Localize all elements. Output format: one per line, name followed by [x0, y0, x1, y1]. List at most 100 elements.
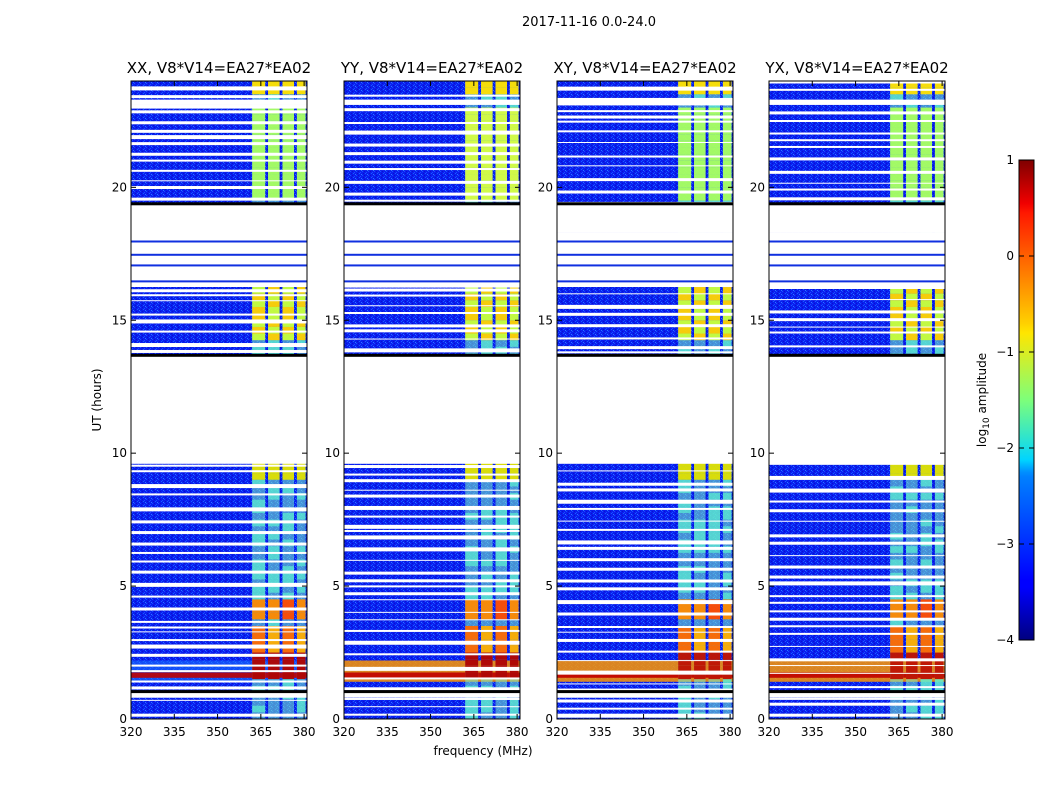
flagged-row: [769, 509, 945, 513]
rfi-segment: [495, 559, 508, 567]
rfi-segment: [934, 326, 944, 334]
rfi-segment: [906, 167, 918, 175]
y-tick-label: 0: [119, 712, 127, 726]
rfi-segment: [934, 293, 944, 301]
rfi-segment: [252, 160, 266, 168]
rfi-segment: [495, 333, 508, 341]
sparse-row: [769, 264, 945, 267]
flagged-row: [131, 680, 307, 683]
rfi-segment: [934, 625, 944, 633]
y-tick-label: 10: [750, 446, 765, 460]
y-tick-label: 5: [332, 579, 340, 593]
rfi-segment: [920, 293, 933, 301]
flagged-row: [344, 599, 520, 601]
flagged-row: [769, 345, 945, 348]
rfi-segment: [934, 639, 944, 646]
x-tick-label: 365: [462, 725, 485, 739]
rfi-segment: [694, 120, 706, 128]
flagged-row: [131, 664, 307, 667]
flagged-row: [344, 130, 520, 135]
data-gap: [557, 99, 733, 105]
panel-frame: [556, 80, 734, 720]
x-tick-label: 350: [419, 725, 442, 739]
rfi-segment: [920, 466, 933, 474]
rfi-segment: [465, 606, 479, 613]
rfi-segment: [722, 606, 732, 613]
x-tick-label: 365: [887, 725, 910, 739]
flagged-row: [131, 135, 307, 140]
rfi-segment: [465, 134, 479, 141]
flagged-row: [769, 534, 945, 538]
rfi-segment: [934, 87, 944, 95]
rfi-segment: [252, 586, 266, 593]
x-tick-label: 380: [293, 725, 316, 739]
flagged-row: [344, 571, 520, 575]
rfi-segment: [890, 645, 904, 653]
rfi-segment: [282, 639, 295, 646]
flagged-row: [344, 473, 520, 476]
rfi-segment: [708, 665, 721, 673]
rfi-segment: [920, 193, 933, 201]
rfi-segment: [282, 187, 295, 194]
rfi-segment: [282, 612, 295, 620]
rfi-segment: [722, 632, 732, 640]
rfi-segment: [890, 147, 904, 155]
rfi-segment: [509, 320, 519, 327]
rfi-segment: [722, 174, 732, 181]
rfi-segment: [296, 193, 306, 201]
rfi-segment: [678, 652, 692, 660]
rfi-segment: [934, 645, 944, 653]
rfi-segment: [722, 180, 732, 188]
rfi-segment: [920, 652, 933, 660]
rfi-segment: [481, 180, 493, 188]
rfi-segment: [722, 87, 732, 95]
rfi-segment: [509, 120, 519, 128]
flagged-row: [557, 324, 733, 328]
rfi-segment: [481, 659, 493, 666]
rfi-segment: [465, 320, 479, 327]
flagged-row: [769, 197, 945, 201]
colorbar-tick-label: −1: [996, 345, 1014, 359]
rfi-segment: [920, 114, 933, 121]
rfi-segment: [920, 679, 933, 686]
flagged-row: [557, 351, 733, 354]
rfi-segment: [509, 333, 519, 341]
rfi-segment: [678, 174, 692, 181]
flagged-row: [769, 157, 945, 161]
flagged-row: [344, 559, 520, 561]
flagged-row: [344, 619, 520, 621]
rfi-segment: [465, 293, 479, 301]
rfi-segment: [722, 639, 732, 646]
flagged-row: [344, 180, 520, 184]
rfi-segment: [282, 193, 295, 201]
rfi-segment: [722, 167, 732, 175]
rfi-segment: [481, 193, 493, 201]
rfi-segment: [920, 320, 933, 327]
rfi-segment: [694, 94, 706, 101]
rfi-segment: [678, 665, 692, 673]
rfi-segment: [509, 187, 519, 194]
x-tick-label: 335: [801, 725, 824, 739]
rfi-segment: [481, 466, 493, 474]
panel-title: XX, V8*V14=EA27*EA02: [127, 59, 311, 77]
data-gap: [557, 691, 733, 698]
rfi-segment: [495, 306, 508, 314]
rfi-segment: [694, 287, 706, 294]
flagged-row: [131, 644, 307, 649]
flagged-row: [131, 520, 307, 524]
flagged-row: [557, 165, 733, 167]
panel-xy: XY, V8*V14=EA27*EA02 320 335 350 365 380 0 5 10 1…: [538, 59, 742, 739]
flagged-row: [131, 186, 307, 190]
rfi-segment: [934, 180, 944, 188]
rfi-segment: [678, 140, 692, 148]
rfi-segment: [890, 493, 904, 500]
rfi-segment: [509, 606, 519, 613]
rfi-segment: [296, 114, 306, 121]
rfi-segment: [934, 705, 944, 713]
rfi-segment: [481, 652, 493, 660]
rfi-segment: [694, 632, 706, 640]
rfi-segment: [282, 473, 295, 480]
rfi-segment: [268, 665, 280, 673]
rfi-segment: [694, 167, 706, 175]
y-tick-label: 15: [112, 313, 127, 327]
